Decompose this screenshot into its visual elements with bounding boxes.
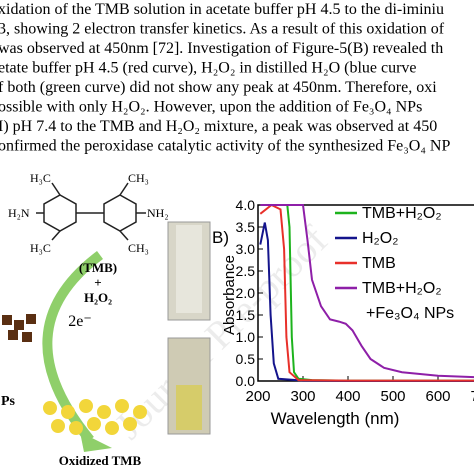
- x-tick-label: 300: [290, 388, 315, 405]
- nanoparticles: [2, 314, 36, 342]
- text-line: ossible with only H₂O₂. However, upon th…: [0, 99, 422, 116]
- series-line: [260, 204, 474, 379]
- y-tick-label: 1.0: [236, 329, 256, 345]
- arrowhead: [80, 432, 112, 452]
- oxidized-dots: [43, 399, 147, 435]
- chart: B) Absorbance Wavelength (nm) 0.0 0.5 1.0 1…: [212, 197, 474, 428]
- scheme-labels: (TMB) + H₂O₂ 2e⁻ Ps Oxidized TMB: [1, 260, 142, 468]
- label: H₃C: [30, 241, 51, 255]
- text-line: etate buffer pH 4.5 (red curve), H₂O₂ in…: [0, 60, 417, 77]
- x-tick-label: 500: [380, 388, 405, 405]
- label: H₃C: [30, 171, 51, 185]
- y-tick-label: 4.0: [236, 197, 256, 213]
- x-tick-label: 700: [470, 388, 474, 405]
- legend-label: H₂O₂: [362, 230, 398, 247]
- x-tick-label: 400: [335, 388, 360, 405]
- label: Ps: [1, 394, 16, 409]
- body-text: xidation of the TMB solution in acetate …: [0, 1, 450, 155]
- series-line: [259, 203, 474, 382]
- legend-label: TMB+H₂O₂ +Fe₃O₄ NPs: [362, 280, 454, 322]
- y-axis-label: Absorbance: [221, 255, 238, 335]
- cuvette-liquid: [176, 385, 202, 430]
- y-tick-label: 3.0: [236, 241, 256, 257]
- y-tick-label: 1.5: [236, 307, 256, 323]
- text-line: I) pH 7.4 to the TMB and H₂O₂ mixture, a…: [0, 118, 437, 135]
- x-tick-label: 200: [245, 388, 270, 405]
- label: H₂O₂: [84, 290, 112, 305]
- y-tick-label: 0.5: [236, 351, 256, 367]
- text-line: onfirmed the peroxidase catalytic activi…: [0, 138, 450, 155]
- label: CH₃: [128, 171, 149, 185]
- label: CH₃: [128, 241, 149, 255]
- legend-label: TMB+H₂O₂: [362, 205, 442, 222]
- text-line: was observed at 450nm [72]. Investigatio…: [0, 40, 443, 57]
- structure-labels: H₃C CH₃ H₂N NH₂ H₃C CH₃: [8, 171, 169, 255]
- y-tick-label: 2.5: [236, 263, 256, 279]
- label: +: [94, 275, 101, 290]
- y-tick-label: 3.5: [236, 219, 256, 235]
- y-tick-label: 2.0: [236, 285, 256, 301]
- label: NH₂: [147, 206, 169, 220]
- cuvette-liquid: [176, 225, 202, 313]
- tmb-structure: [36, 182, 146, 241]
- text-line: xidation of the TMB solution in acetate …: [0, 1, 444, 18]
- label: Oxidized TMB: [59, 453, 142, 468]
- panel-label: B): [212, 228, 229, 247]
- label: (TMB): [79, 260, 117, 275]
- text-line: 3, showing 2 electron transfer kinetics.…: [0, 21, 445, 38]
- y-tick-label: 0.0: [236, 373, 256, 389]
- label: 2e⁻: [68, 313, 92, 330]
- label: H₂N: [8, 206, 30, 220]
- x-tick-label: 600: [425, 388, 450, 405]
- x-axis-label: Wavelength (nm): [271, 409, 400, 428]
- legend-label: TMB: [362, 255, 396, 272]
- text-line: f both (green curve) did not show any pe…: [0, 79, 437, 96]
